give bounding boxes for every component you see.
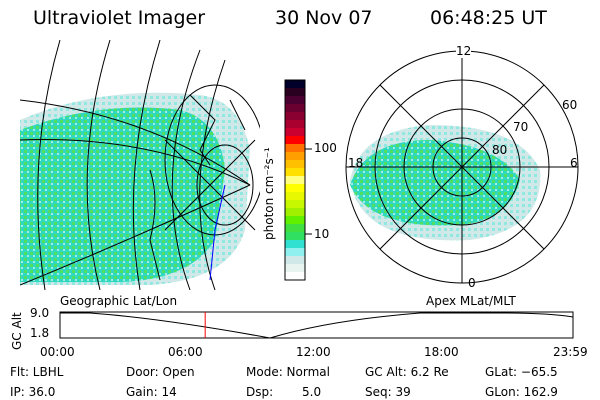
glat: GLat: −65.5 xyxy=(485,365,558,379)
mlt-18: 18 xyxy=(348,156,364,170)
colorbar-swatch xyxy=(285,88,305,97)
colorbar-swatch xyxy=(285,256,305,265)
aurora-emission xyxy=(20,107,225,282)
filter: Flt: LBHL xyxy=(10,365,64,379)
timeline-ylabel: GC Alt xyxy=(10,312,24,350)
colorbar-swatch xyxy=(285,152,305,161)
lat-lon-grid xyxy=(20,40,260,290)
satellite-track xyxy=(209,184,226,281)
lat-60: 60 xyxy=(562,98,578,112)
altitude-timeline xyxy=(59,311,574,339)
ip: IP: 36.0 xyxy=(10,385,56,399)
colorbar-swatch xyxy=(285,184,305,193)
colorbar-swatch xyxy=(285,176,305,185)
time-label: 06:48:25 UT xyxy=(430,7,547,29)
xtick: 06:00 xyxy=(168,345,203,359)
colorbar-swatch xyxy=(285,200,305,209)
coastlines xyxy=(149,94,246,281)
colorbar-swatch xyxy=(285,104,305,113)
mlt-0: 0 xyxy=(468,276,476,290)
colorbar-swatch xyxy=(285,168,305,177)
xtick: 18:00 xyxy=(424,345,459,359)
colorbar-swatch xyxy=(285,128,305,137)
colorbar-tick-100: 100 xyxy=(314,141,337,155)
colorbar-swatch xyxy=(285,120,305,129)
gc-alt: GC Alt: 6.2 Re xyxy=(365,365,449,379)
colorbar-label: photon cm⁻²s⁻¹ xyxy=(262,147,276,240)
colorbar-swatch xyxy=(285,232,305,241)
colorbar-swatch xyxy=(285,112,305,121)
geographic-map xyxy=(20,40,260,290)
colorbar xyxy=(285,80,305,281)
colorbar-swatch xyxy=(285,192,305,201)
mode: Mode: Normal xyxy=(246,365,330,379)
colorbar-swatch xyxy=(285,208,305,217)
dsp-value: 5.0 xyxy=(302,385,322,399)
colorbar-swatch xyxy=(285,96,305,105)
colorbar-swatch xyxy=(285,264,305,273)
colorbar-swatch xyxy=(285,272,305,281)
seq: Seq: 39 xyxy=(365,385,411,399)
timeline-ymax: 9.0 xyxy=(30,306,50,320)
colorbar-swatch xyxy=(285,240,305,249)
date-label: 30 Nov 07 xyxy=(275,7,373,29)
colorbar-swatch xyxy=(285,136,305,145)
colorbar-tick-10: 10 xyxy=(314,227,330,241)
instrument-title: Ultraviolet Imager xyxy=(33,7,206,29)
glon: GLon: 162.9 xyxy=(485,385,558,399)
colorbar-swatch xyxy=(285,160,305,169)
colorbar-swatch xyxy=(285,80,305,89)
xtick: 23:59 xyxy=(553,345,588,359)
mlt-6: 6 xyxy=(570,156,578,170)
gain: Gain: 14 xyxy=(126,385,177,399)
xtick: 00:00 xyxy=(40,345,75,359)
dsp-label: Dsp: xyxy=(246,385,274,399)
colorbar-swatch xyxy=(285,224,305,233)
right-map-label: Apex MLat/MLT xyxy=(426,294,516,308)
colorbar-swatch xyxy=(285,248,305,257)
colorbar-swatch xyxy=(285,144,305,153)
mlt-12: 12 xyxy=(456,44,472,58)
colorbar-swatch xyxy=(285,216,305,225)
timeline-ymin: 1.8 xyxy=(30,326,50,340)
lat-80: 80 xyxy=(492,143,508,157)
left-map-label: Geographic Lat/Lon xyxy=(60,294,178,308)
door: Door: Open xyxy=(126,365,195,379)
polar-map xyxy=(345,50,579,284)
lat-70: 70 xyxy=(513,120,529,134)
xtick: 12:00 xyxy=(296,345,331,359)
